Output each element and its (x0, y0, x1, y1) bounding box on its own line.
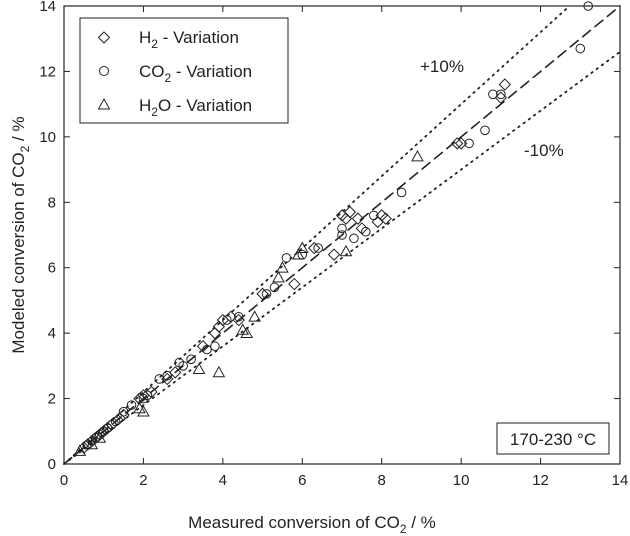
y-tick-label: 0 (48, 456, 56, 473)
co2-variation-point (368, 210, 379, 221)
h2o-variation-point (276, 261, 289, 273)
h2o-variation-point (339, 244, 353, 257)
parity-line (63, 5, 621, 465)
co2-variation-point (464, 138, 474, 149)
co2-variation-point (222, 315, 232, 325)
temperature-range-box (496, 422, 610, 455)
x-tick-label: 14 (612, 472, 629, 489)
co2-variation-point (202, 344, 212, 355)
legend-circle-marker (99, 66, 109, 76)
co2-variation-point (126, 400, 137, 410)
h2-variation-point (339, 212, 353, 225)
h2-variation-point (379, 212, 392, 225)
h2-variation-point (351, 212, 365, 225)
co2-variation-point (269, 282, 280, 293)
co2-variation-point (118, 406, 129, 417)
co2-variation-point (142, 390, 153, 401)
co2-variation-point (349, 233, 359, 244)
h2-variation-point (498, 78, 512, 91)
x-tick-label: 10 (453, 472, 470, 489)
h2o-variation-point (93, 431, 107, 443)
h2o-variation-point (291, 248, 305, 260)
x-axis-title: Measured conversion of CO2 / % (188, 513, 436, 536)
h2-variation-point (168, 366, 182, 379)
co2-variation-point (162, 370, 173, 381)
h2o-variation-point (248, 310, 261, 322)
minus-10-percent-label: -10% (524, 141, 564, 160)
legend-diamond-marker (97, 31, 111, 44)
legend-entry-h2: H2 - Variation (97, 28, 239, 51)
x-tick-label: 0 (60, 472, 68, 489)
co2-variation-point (396, 187, 407, 198)
plot-frame (63, 5, 621, 465)
co2-variation-point (154, 374, 165, 384)
co2-variation-point (313, 243, 323, 253)
h2-variation-point (450, 137, 464, 150)
data-markers (73, 1, 594, 456)
h2o-variation-point (137, 405, 150, 417)
legend-label-h2: H2 - Variation (139, 28, 239, 51)
h2-variation-point (327, 248, 341, 261)
h2o-variation-point (272, 270, 285, 283)
y-tick-label: 12 (39, 63, 56, 80)
legend-entry-h2o: H2O - Variation (97, 96, 252, 119)
x-tick-label: 12 (532, 472, 549, 489)
x-tick-label: 8 (378, 472, 386, 489)
h2o-variation-point (240, 326, 254, 339)
axis-tick-labels: 0 2 4 6 8 10 12 14 0 2 4 6 8 10 12 14 (39, 0, 628, 489)
h2-variation-point (343, 205, 357, 219)
legend-label-h2o: H2O - Variation (139, 96, 252, 119)
y-tick-label: 10 (39, 129, 56, 146)
legend-entry-co2: CO2 - Variation (99, 62, 252, 85)
co2-variation-point (261, 289, 272, 299)
y-tick-label: 14 (39, 0, 56, 15)
h2-variation-point (307, 241, 321, 255)
legend-triangle-marker (97, 97, 111, 110)
co2-variation-point (337, 223, 347, 234)
x-tick-label: 6 (298, 472, 306, 489)
h2o-variation-point (411, 149, 424, 162)
co2-variation-point (233, 311, 244, 322)
y-tick-label: 8 (48, 194, 56, 211)
y-tick-label: 4 (48, 325, 56, 342)
co2-variation-point (178, 361, 188, 371)
co2-variation-point (488, 89, 498, 100)
co2-variation-point (210, 341, 220, 352)
h2o-variation-point (192, 362, 206, 375)
co2-variation-point (496, 89, 506, 100)
legend: H2 - Variation CO2 - Variation H2O - Var… (79, 17, 289, 124)
y-tick-label: 2 (48, 391, 56, 408)
co2-variation-point (110, 416, 121, 427)
plus-10-percent-label: +10% (420, 57, 464, 76)
co2-variation-point (337, 230, 347, 240)
y-axis-title: Modeled conversion of CO2 / % (9, 116, 32, 353)
y-tick-label: 6 (48, 260, 56, 277)
h2o-variation-point (85, 437, 99, 450)
x-tick-label: 4 (219, 472, 227, 489)
h2-variation-point (288, 277, 301, 291)
minus-10-percent-line (63, 50, 621, 465)
legend-box (79, 17, 289, 124)
h2o-variation-point (295, 241, 309, 253)
co2-variation-point (361, 226, 371, 237)
co2-variation-point (281, 253, 292, 263)
reference-lines (63, 5, 621, 465)
h2-variation-point (256, 287, 269, 301)
legend-label-co2: CO2 - Variation (139, 62, 252, 85)
co2-variation-point (480, 125, 490, 136)
x-tick-label: 2 (139, 472, 147, 489)
h2o-variation-point (73, 444, 87, 456)
co2-variation-point (575, 43, 586, 54)
temperature-range-annotation: 170-230 °C (496, 422, 610, 455)
temperature-range-label: 170-230 °C (510, 430, 596, 449)
co2-variation-point (186, 354, 196, 365)
h2o-variation-point (212, 365, 226, 378)
